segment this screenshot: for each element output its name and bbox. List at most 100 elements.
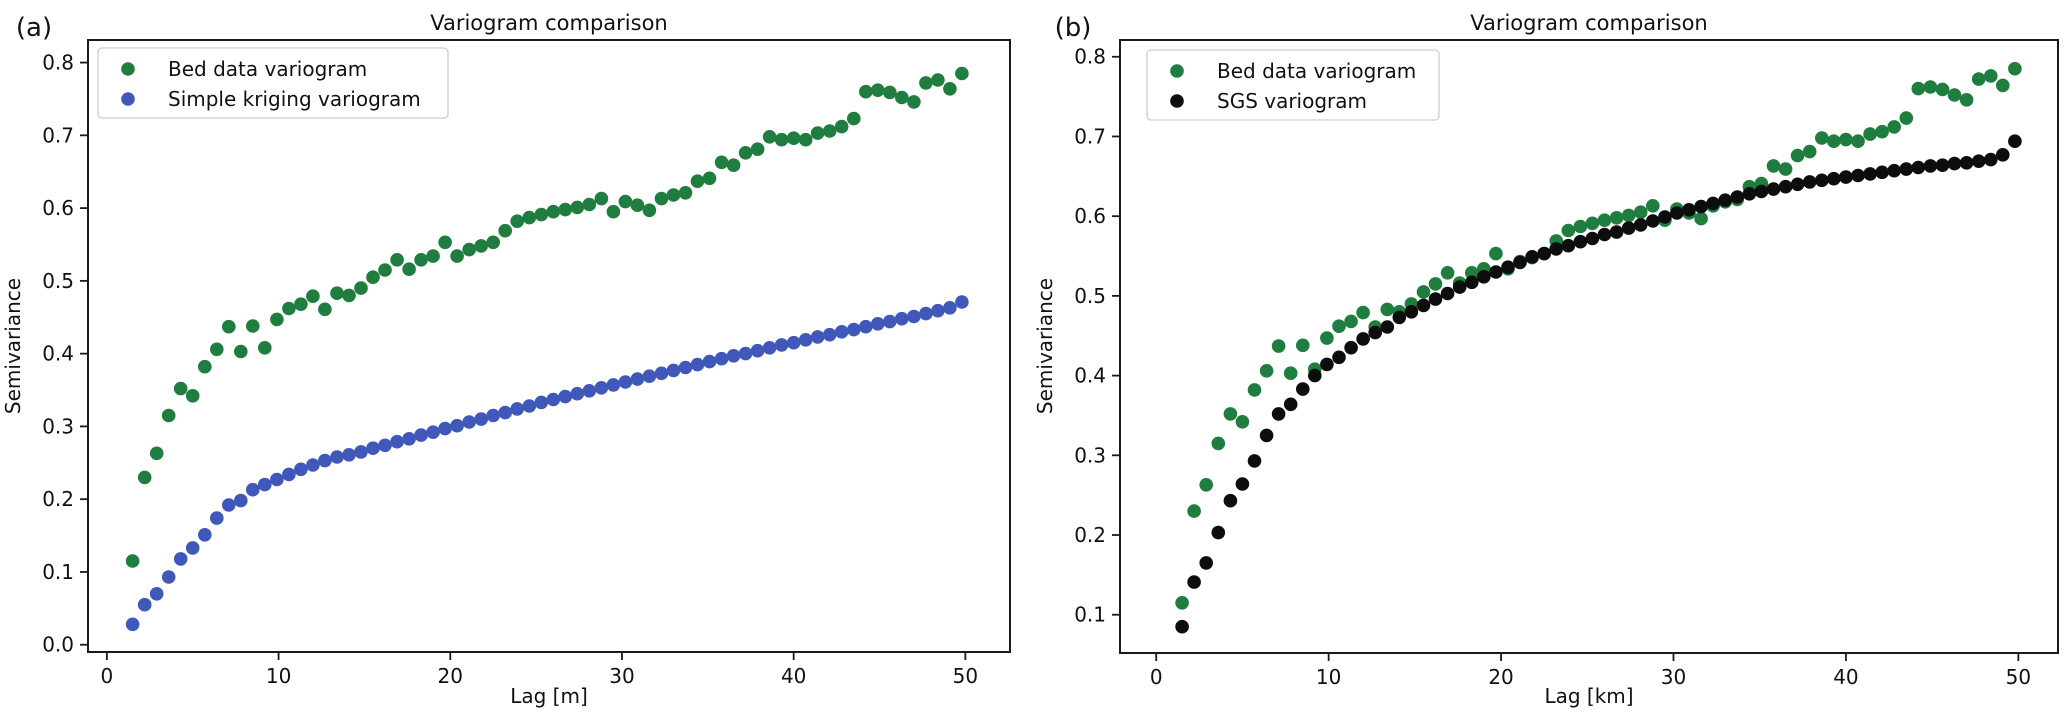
data-point <box>642 369 657 384</box>
data-point <box>366 270 380 285</box>
data-point <box>774 338 789 352</box>
data-point <box>1947 156 1962 171</box>
y-tick-label: 0.2 <box>42 487 74 511</box>
data-point <box>270 472 284 487</box>
data-point <box>366 441 380 456</box>
data-point <box>1984 69 1998 83</box>
data-point <box>618 375 633 389</box>
data-point <box>570 200 585 215</box>
data-point <box>1609 211 1624 225</box>
data-point <box>1356 305 1370 320</box>
data-point <box>666 363 681 378</box>
data-point <box>1296 382 1310 396</box>
data-point <box>630 372 645 386</box>
data-point <box>546 204 561 219</box>
data-point <box>173 552 188 566</box>
data-point <box>137 470 152 485</box>
data-point <box>354 281 368 295</box>
data-point <box>786 131 801 145</box>
data-point <box>895 311 909 326</box>
data-point <box>654 191 669 206</box>
data-point <box>1609 225 1624 239</box>
data-point <box>1827 134 1841 148</box>
data-point <box>1344 314 1358 329</box>
data-point <box>1766 159 1781 173</box>
data-point <box>594 381 609 395</box>
data-point <box>318 453 332 468</box>
data-point <box>438 421 452 436</box>
data-point <box>1911 160 1926 175</box>
y-tick-label: 0.8 <box>1074 45 1106 69</box>
data-point <box>1452 280 1467 294</box>
x-tick-label: 50 <box>2006 665 2031 689</box>
data-point <box>702 171 717 186</box>
data-point <box>1742 187 1757 201</box>
data-point <box>342 448 356 462</box>
data-point <box>1247 383 1262 397</box>
data-point <box>1477 270 1491 284</box>
data-point <box>1175 596 1189 610</box>
data-point <box>955 295 969 309</box>
data-point <box>534 395 549 410</box>
y-tick-label: 0.3 <box>1074 443 1106 467</box>
data-point <box>1815 131 1829 145</box>
data-point <box>306 289 320 304</box>
x-tick-label: 50 <box>953 664 978 688</box>
data-point <box>426 249 440 263</box>
data-point <box>678 186 693 200</box>
data-point <box>510 214 524 228</box>
legend-label: Bed data variogram <box>168 57 367 81</box>
data-point <box>1815 173 1829 188</box>
y-tick-label: 0.6 <box>1074 204 1106 228</box>
data-point <box>1199 478 1213 492</box>
data-point <box>1271 407 1286 421</box>
data-point <box>1971 154 1986 168</box>
data-point <box>1790 177 1805 192</box>
data-point <box>1923 159 1938 173</box>
x-tick-label: 40 <box>781 664 806 688</box>
chart-title: Variogram comparison <box>1470 11 1708 35</box>
data-point <box>955 66 969 81</box>
data-point <box>1682 203 1696 217</box>
data-point <box>822 124 837 138</box>
data-point <box>1633 205 1648 219</box>
data-point <box>1646 199 1660 213</box>
y-tick-label: 0.5 <box>42 269 74 293</box>
data-point <box>1465 266 1479 280</box>
data-point <box>1489 265 1503 279</box>
data-point <box>1223 407 1238 421</box>
y-tick-label: 0.8 <box>42 51 74 75</box>
data-point <box>1959 93 1974 107</box>
data-point <box>1235 477 1250 491</box>
legend-label: SGS variogram <box>1217 89 1367 113</box>
data-point <box>1332 350 1346 365</box>
data-point <box>1320 331 1334 345</box>
data-point <box>726 349 741 363</box>
x-tick-label: 10 <box>1316 665 1341 689</box>
data-point <box>498 405 512 420</box>
data-point <box>1621 208 1636 223</box>
data-point <box>1416 285 1431 299</box>
x-tick-label: 30 <box>609 664 634 688</box>
panel-label: (a) <box>16 13 52 43</box>
data-point <box>558 202 573 217</box>
data-point <box>1863 127 1877 141</box>
data-point <box>1694 199 1708 214</box>
data-point <box>847 322 861 337</box>
data-point <box>883 314 897 329</box>
data-point <box>510 402 524 416</box>
data-point <box>498 223 512 238</box>
data-point <box>149 446 164 461</box>
data-point <box>738 346 753 361</box>
data-point <box>282 301 296 316</box>
data-point <box>1658 210 1672 224</box>
data-point <box>462 415 477 429</box>
data-point <box>642 203 657 218</box>
y-tick-label: 0.7 <box>1074 124 1106 148</box>
data-point <box>137 597 152 612</box>
legend-marker <box>121 62 135 76</box>
y-tick-label: 0.0 <box>42 633 74 657</box>
data-point <box>1235 415 1250 429</box>
data-point <box>1525 249 1539 264</box>
data-point <box>222 498 236 512</box>
